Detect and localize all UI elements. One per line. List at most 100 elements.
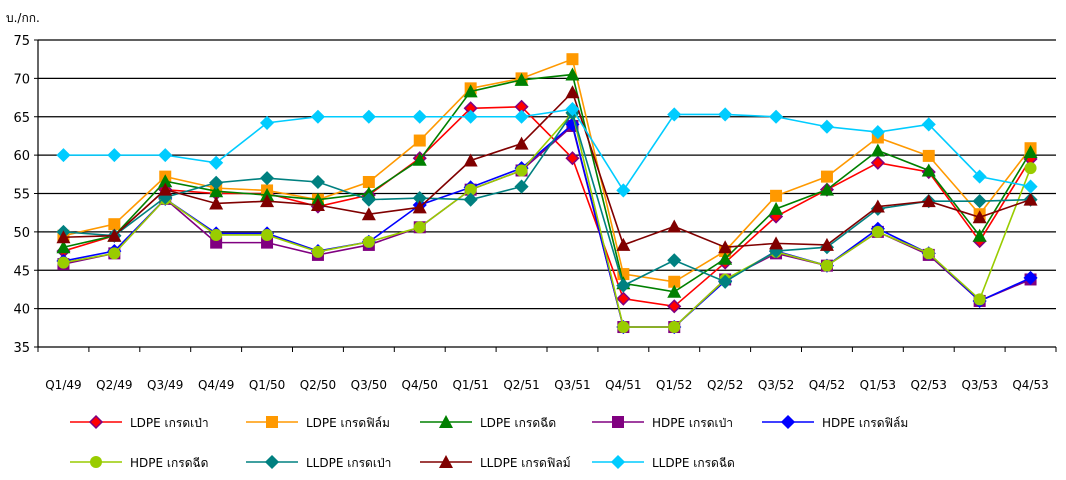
legend-marker [264, 454, 280, 470]
x-tick-label: Q4/51 [605, 378, 641, 392]
legend-marker [266, 416, 278, 428]
data-point [616, 278, 631, 293]
data-point [972, 194, 987, 209]
data-point [463, 153, 478, 167]
y-tick-label: 40 [13, 303, 30, 318]
data-point [310, 109, 326, 124]
legend-label: LDPE เกรดฟิล์ม [306, 416, 390, 430]
series-line [63, 105, 1032, 308]
data-point [515, 164, 528, 177]
data-point [921, 163, 936, 177]
data-point [209, 196, 224, 210]
x-tick-label: Q3/50 [351, 378, 387, 392]
data-point [667, 107, 682, 122]
data-point [158, 182, 173, 196]
data-point [668, 275, 681, 288]
series-line [63, 111, 1032, 328]
x-tick-label: Q2/51 [503, 378, 539, 392]
data-point [107, 148, 122, 163]
y-tick-label: 75 [13, 34, 30, 49]
data-point [820, 170, 833, 183]
data-point [209, 155, 224, 170]
y-tick-label: 65 [13, 111, 30, 126]
data-point [770, 189, 783, 202]
series-line [63, 111, 1031, 287]
x-tick-label: Q2/53 [911, 378, 947, 392]
y-tick-label: 35 [13, 341, 30, 356]
x-tick-label: Q4/50 [402, 378, 438, 392]
data-point [819, 182, 834, 196]
data-point [209, 184, 224, 198]
data-point [718, 251, 733, 265]
data-point [56, 230, 71, 244]
x-tick-label: Q2/52 [707, 378, 743, 392]
y-tick-label: 45 [13, 264, 30, 279]
x-tick-label: Q3/51 [554, 378, 590, 392]
data-point [310, 198, 325, 212]
x-tick-label: Q1/53 [860, 378, 896, 392]
data-point [158, 174, 173, 188]
x-tick-label: Q4/52 [809, 378, 845, 392]
y-tick-label: 70 [13, 72, 30, 87]
data-point [922, 149, 935, 162]
data-point [412, 109, 427, 124]
legend-marker [439, 455, 453, 468]
data-point [261, 228, 274, 241]
legend-label: LLDPE เกรดฟิลม์ [480, 456, 571, 470]
data-point [819, 119, 835, 134]
series-line [63, 122, 1031, 328]
data-point [361, 109, 376, 124]
legend-label: HDPE เกรดฉีด [130, 456, 208, 470]
data-point [769, 236, 784, 250]
data-point [514, 109, 529, 124]
data-point [1023, 192, 1038, 206]
data-point [972, 228, 987, 242]
data-point [668, 321, 681, 334]
data-point [57, 256, 70, 269]
data-point [413, 221, 426, 234]
data-point [107, 228, 122, 242]
legend-label: HDPE เกรดเป่า [652, 416, 733, 430]
data-point [871, 225, 884, 238]
data-point [464, 183, 477, 196]
x-tick-label: Q1/52 [656, 378, 692, 392]
legend-label: LLDPE เกรดฉีด [652, 456, 735, 470]
data-point [514, 136, 529, 150]
series-line [63, 58, 1032, 283]
series-line [63, 90, 1031, 249]
y-axis-unit-label: บ./กก. [6, 11, 40, 25]
data-point [362, 175, 375, 188]
y-tick-label: 55 [13, 188, 30, 203]
x-tick-label: Q3/53 [961, 378, 997, 392]
data-point [718, 107, 733, 122]
data-point [616, 237, 631, 251]
data-point [310, 174, 326, 190]
data-point [362, 235, 375, 248]
data-point [870, 125, 885, 140]
data-point [922, 247, 935, 260]
y-tick-label: 50 [13, 226, 30, 241]
data-point [616, 183, 631, 198]
data-point [361, 207, 376, 221]
data-point [972, 169, 987, 184]
data-point [1023, 179, 1038, 194]
data-point [210, 228, 223, 241]
data-point [1023, 270, 1038, 285]
data-point [565, 67, 580, 81]
data-point [413, 134, 426, 147]
data-point [617, 321, 630, 334]
data-point [260, 194, 275, 208]
legend-marker [90, 456, 102, 468]
data-point [56, 240, 71, 254]
data-point [667, 219, 682, 233]
data-point [819, 237, 834, 251]
x-tick-label: Q1/50 [249, 378, 285, 392]
legend-marker [612, 416, 624, 428]
x-tick-label: Q4/53 [1012, 378, 1048, 392]
data-point [718, 240, 733, 254]
legend-label: LLDPE เกรดเป่า [306, 456, 391, 470]
data-point [56, 148, 71, 163]
data-point [972, 210, 987, 224]
